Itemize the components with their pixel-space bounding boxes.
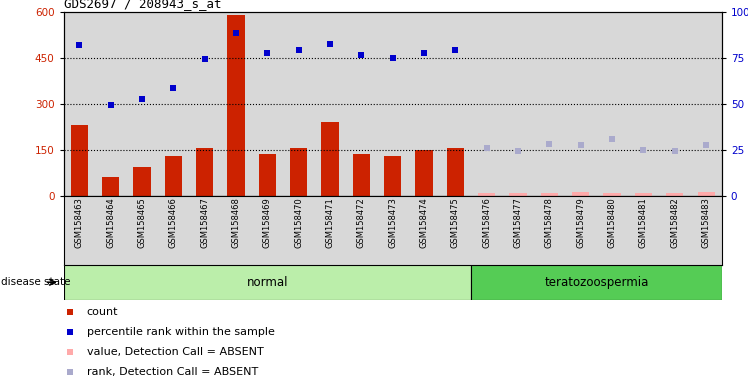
Bar bbox=[635, 193, 652, 196]
Text: count: count bbox=[87, 307, 118, 317]
Bar bbox=[408, 196, 440, 265]
Bar bbox=[471, 196, 503, 265]
Text: GSM158469: GSM158469 bbox=[263, 197, 272, 248]
Bar bbox=[596, 12, 628, 196]
Text: GSM158480: GSM158480 bbox=[607, 197, 616, 248]
Text: GSM158473: GSM158473 bbox=[388, 197, 397, 248]
Bar bbox=[64, 196, 95, 265]
Bar bbox=[189, 12, 221, 196]
Bar bbox=[628, 12, 659, 196]
Bar bbox=[133, 167, 150, 196]
Text: rank, Detection Call = ABSENT: rank, Detection Call = ABSENT bbox=[87, 367, 258, 377]
Text: GSM158466: GSM158466 bbox=[169, 197, 178, 248]
Bar bbox=[447, 148, 464, 196]
Bar bbox=[440, 196, 471, 265]
Text: GSM158464: GSM158464 bbox=[106, 197, 115, 248]
Bar bbox=[698, 192, 715, 196]
Bar bbox=[440, 12, 471, 196]
Bar bbox=[283, 12, 314, 196]
Text: GSM158463: GSM158463 bbox=[75, 197, 84, 248]
Text: GSM158471: GSM158471 bbox=[325, 197, 334, 248]
Text: GSM158468: GSM158468 bbox=[231, 197, 240, 248]
Bar bbox=[314, 196, 346, 265]
Bar bbox=[70, 125, 88, 196]
Bar bbox=[377, 12, 408, 196]
Bar bbox=[126, 12, 158, 196]
Bar bbox=[565, 12, 596, 196]
Bar bbox=[509, 193, 527, 196]
Bar bbox=[666, 194, 684, 196]
Bar bbox=[478, 193, 495, 196]
Text: GSM158470: GSM158470 bbox=[294, 197, 303, 248]
Bar bbox=[165, 156, 182, 196]
Bar bbox=[377, 196, 408, 265]
Bar bbox=[158, 196, 189, 265]
Bar bbox=[251, 12, 283, 196]
Text: teratozoospermia: teratozoospermia bbox=[545, 276, 649, 289]
Bar bbox=[690, 12, 722, 196]
Text: normal: normal bbox=[247, 276, 288, 289]
Bar bbox=[503, 12, 534, 196]
Bar bbox=[102, 177, 119, 196]
Text: GDS2697 / 208943_s_at: GDS2697 / 208943_s_at bbox=[64, 0, 221, 10]
Text: disease state: disease state bbox=[1, 277, 70, 287]
Text: GSM158474: GSM158474 bbox=[420, 197, 429, 248]
Bar bbox=[659, 12, 690, 196]
Text: GSM158477: GSM158477 bbox=[514, 197, 523, 248]
Text: GSM158476: GSM158476 bbox=[482, 197, 491, 248]
Bar bbox=[346, 12, 377, 196]
Text: GSM158475: GSM158475 bbox=[451, 197, 460, 248]
Bar bbox=[690, 196, 722, 265]
Text: percentile rank within the sample: percentile rank within the sample bbox=[87, 327, 275, 337]
Bar bbox=[158, 12, 189, 196]
Bar bbox=[64, 12, 95, 196]
Text: GSM158482: GSM158482 bbox=[670, 197, 679, 248]
Bar bbox=[541, 193, 558, 196]
Text: GSM158483: GSM158483 bbox=[702, 197, 711, 248]
Text: GSM158479: GSM158479 bbox=[576, 197, 585, 248]
Bar bbox=[534, 196, 565, 265]
Bar bbox=[604, 193, 621, 196]
Bar bbox=[227, 15, 245, 196]
Bar bbox=[221, 196, 251, 265]
Bar bbox=[64, 265, 471, 300]
Bar bbox=[628, 196, 659, 265]
Bar bbox=[408, 12, 440, 196]
Bar bbox=[259, 154, 276, 196]
Text: GSM158467: GSM158467 bbox=[200, 197, 209, 248]
Bar bbox=[322, 122, 339, 196]
Bar bbox=[221, 12, 251, 196]
Bar bbox=[189, 196, 221, 265]
Bar bbox=[471, 265, 722, 300]
Bar bbox=[346, 196, 377, 265]
Text: GSM158481: GSM158481 bbox=[639, 197, 648, 248]
Bar bbox=[503, 196, 534, 265]
Bar bbox=[596, 196, 628, 265]
Text: GSM158478: GSM158478 bbox=[545, 197, 554, 248]
Bar bbox=[283, 196, 314, 265]
Bar bbox=[572, 192, 589, 196]
Bar bbox=[384, 156, 402, 196]
Bar bbox=[534, 12, 565, 196]
Bar bbox=[126, 196, 158, 265]
Bar bbox=[314, 12, 346, 196]
Bar bbox=[565, 196, 596, 265]
Bar bbox=[659, 196, 690, 265]
Bar bbox=[95, 196, 126, 265]
Bar bbox=[290, 148, 307, 196]
Bar bbox=[415, 151, 432, 196]
Text: GSM158465: GSM158465 bbox=[138, 197, 147, 248]
Text: GSM158472: GSM158472 bbox=[357, 197, 366, 248]
Bar bbox=[95, 12, 126, 196]
Bar bbox=[251, 196, 283, 265]
Bar bbox=[196, 148, 213, 196]
Bar bbox=[353, 154, 370, 196]
Bar bbox=[471, 12, 503, 196]
Text: value, Detection Call = ABSENT: value, Detection Call = ABSENT bbox=[87, 347, 263, 357]
